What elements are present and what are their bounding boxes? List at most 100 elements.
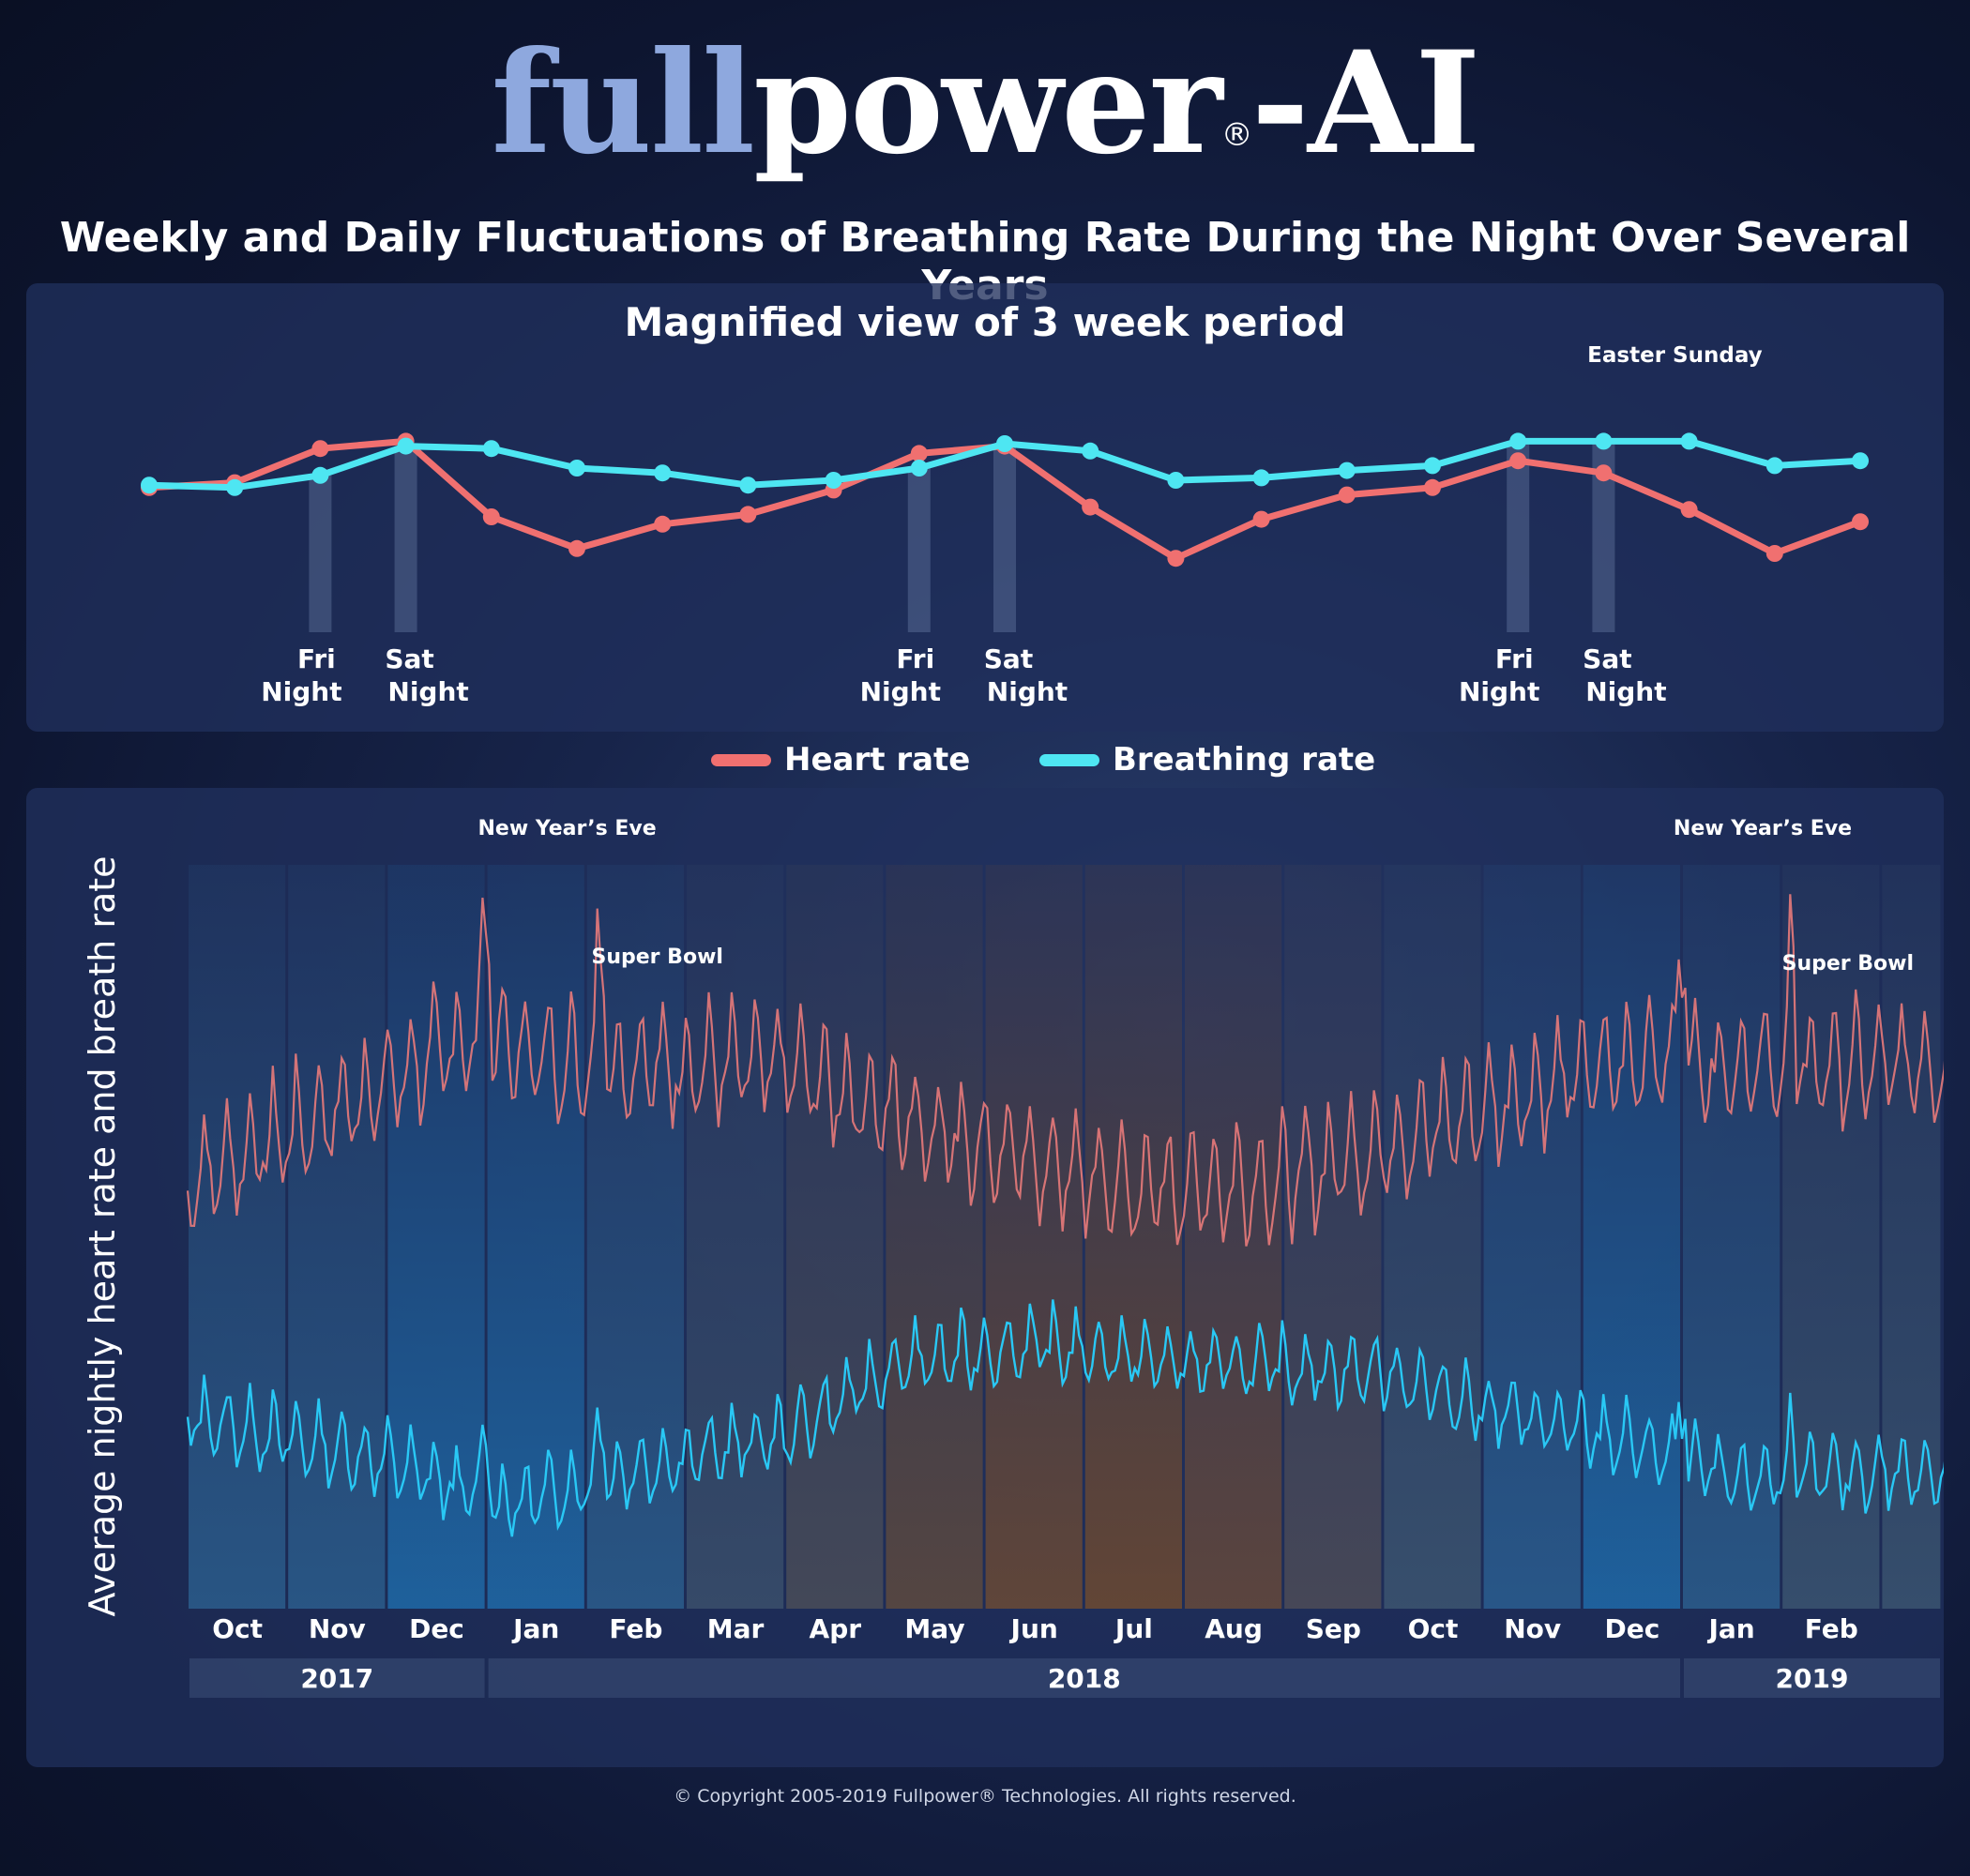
night-highlight-band xyxy=(907,468,931,632)
month-tick-label: Sep xyxy=(1306,1613,1361,1644)
breathing-rate-point xyxy=(1167,472,1185,489)
event-annotation: New Year’s Eve xyxy=(1674,817,1852,840)
month-tick-label: Jan xyxy=(1706,1613,1754,1644)
month-tick-label: Jun xyxy=(1009,1613,1058,1644)
year-band xyxy=(1684,1658,1940,1698)
logo-part-power: power xyxy=(753,21,1223,186)
breathing-rate-point xyxy=(1595,432,1613,450)
month-band xyxy=(189,865,286,1609)
breathing-rate-point xyxy=(1252,469,1270,487)
month-tick-label: Feb xyxy=(609,1613,662,1644)
month-band xyxy=(1583,865,1680,1609)
month-tick-label: Mar xyxy=(707,1613,765,1644)
legend-breath-label: Breathing rate xyxy=(1113,741,1376,779)
breathing-rate-point xyxy=(1765,457,1783,475)
heart-rate-point xyxy=(1765,545,1783,562)
breathing-rate-point xyxy=(568,460,585,477)
month-tick-label: Jan xyxy=(511,1613,559,1644)
month-band xyxy=(985,865,1083,1609)
night-highlight-label: Fri Night xyxy=(261,643,341,707)
night-highlight-band xyxy=(993,444,1016,632)
breathing-rate-point xyxy=(482,440,500,458)
magnified-chart-title: Magnified view of 3 week period xyxy=(625,299,1346,345)
year-label: 2017 xyxy=(300,1663,373,1694)
multi-year-chart-panel: Oct Nov Dec Jan Feb Mar Apr May Jun Jul Aug Sep Oct N… xyxy=(26,788,1970,1767)
heart-rate-point xyxy=(739,506,757,523)
logo-part-full: full xyxy=(491,21,756,186)
legend-item-breath: Breathing rate xyxy=(1039,739,1375,780)
heart-rate-point xyxy=(1338,486,1356,504)
year-band xyxy=(488,1658,1680,1698)
breathing-rate-point xyxy=(825,472,842,489)
heart-rate-point xyxy=(1509,452,1527,470)
event-annotation: New Year’s Eve xyxy=(478,817,657,840)
heart-rate-history-line xyxy=(186,894,1970,1247)
heart-rate-point xyxy=(482,508,500,525)
heart-rate-point xyxy=(311,440,329,458)
month-tick-label: Oct xyxy=(1408,1613,1459,1644)
month-band xyxy=(1683,865,1781,1609)
month-band xyxy=(1185,865,1282,1609)
night-highlight-label: Sat Night xyxy=(984,643,1068,707)
month-tick-label: Aug xyxy=(1205,1613,1263,1644)
year-label: 2019 xyxy=(1776,1663,1849,1694)
heart-rate-point xyxy=(910,445,928,462)
month-band xyxy=(886,865,983,1609)
breathing-rate-point xyxy=(1082,442,1099,460)
month-band xyxy=(786,865,884,1609)
night-highlight-band xyxy=(1507,441,1530,632)
heart-rate-point xyxy=(1252,510,1270,528)
heart-rate-point xyxy=(1595,464,1613,482)
heart-rate-point xyxy=(1680,501,1698,519)
y-axis-label: Average nightly heart rate and breath ra… xyxy=(82,855,123,1616)
multi-year-chart: Oct Nov Dec Jan Feb Mar Apr May Jun Jul Aug Sep Oct N… xyxy=(82,817,1970,1698)
breathing-rate-point xyxy=(311,466,329,484)
month-tick-label: Nov xyxy=(1504,1613,1561,1644)
month-band xyxy=(487,865,584,1609)
breathing-rate-point xyxy=(1509,432,1527,450)
annotation-easter-sunday: Easter Sunday xyxy=(1587,343,1762,368)
breathing-rate-point xyxy=(1680,432,1698,450)
month-band xyxy=(1284,865,1382,1609)
legend-breath-swatch xyxy=(1039,753,1099,766)
month-tick-label: Oct xyxy=(212,1613,263,1644)
night-highlight-band xyxy=(394,446,417,632)
breathing-rate-point xyxy=(1338,461,1356,479)
breathing-rate-point xyxy=(996,435,1013,452)
logo-registered-mark: ® xyxy=(1220,116,1253,154)
event-annotation: Super Bowl xyxy=(592,946,723,969)
fullpower-logo: fullpower®-AI xyxy=(0,19,1970,188)
month-tick-label: Dec xyxy=(1604,1613,1659,1644)
legend-heart-label: Heart rate xyxy=(784,741,971,779)
year-band xyxy=(189,1658,485,1698)
breathing-rate-point xyxy=(141,477,158,494)
breathing-rate-point xyxy=(739,477,757,494)
month-band xyxy=(387,865,485,1609)
month-tick-label: Nov xyxy=(309,1613,366,1644)
month-band xyxy=(687,865,784,1609)
magnified-chart-panel: Magnified view of 3 week period Fri Night S… xyxy=(26,283,1944,732)
breathing-rate-point xyxy=(1424,457,1441,475)
heart-rate-point xyxy=(1424,478,1441,496)
breathing-rate-history-line xyxy=(186,1299,1970,1537)
breathing-rate-point xyxy=(1852,452,1869,470)
month-tick-label: Apr xyxy=(810,1613,862,1644)
breathing-rate-point xyxy=(397,437,415,455)
month-band xyxy=(1483,865,1581,1609)
month-tick-label: May xyxy=(904,1613,964,1644)
month-tick-label: Jul xyxy=(1114,1613,1153,1644)
breathing-rate-point xyxy=(226,478,244,496)
legend: Heart rate Breathing rate xyxy=(0,739,1970,780)
night-highlight-label: Sat Night xyxy=(1583,643,1666,707)
month-band xyxy=(288,865,386,1609)
night-highlight-label: Fri Night xyxy=(860,643,941,707)
event-annotation: Super Bowl xyxy=(1782,952,1914,976)
magnified-chart: Magnified view of 3 week period Fri Night S… xyxy=(141,299,1869,707)
breathing-rate-point xyxy=(910,460,928,477)
heart-rate-point xyxy=(568,539,585,557)
month-tick-label: Dec xyxy=(409,1613,464,1644)
breathing-rate-point xyxy=(654,464,672,482)
month-tick-label: Feb xyxy=(1805,1613,1858,1644)
copyright-notice: © Copyright 2005-2019 Fullpower® Technol… xyxy=(674,1786,1296,1807)
month-band xyxy=(1084,865,1182,1609)
